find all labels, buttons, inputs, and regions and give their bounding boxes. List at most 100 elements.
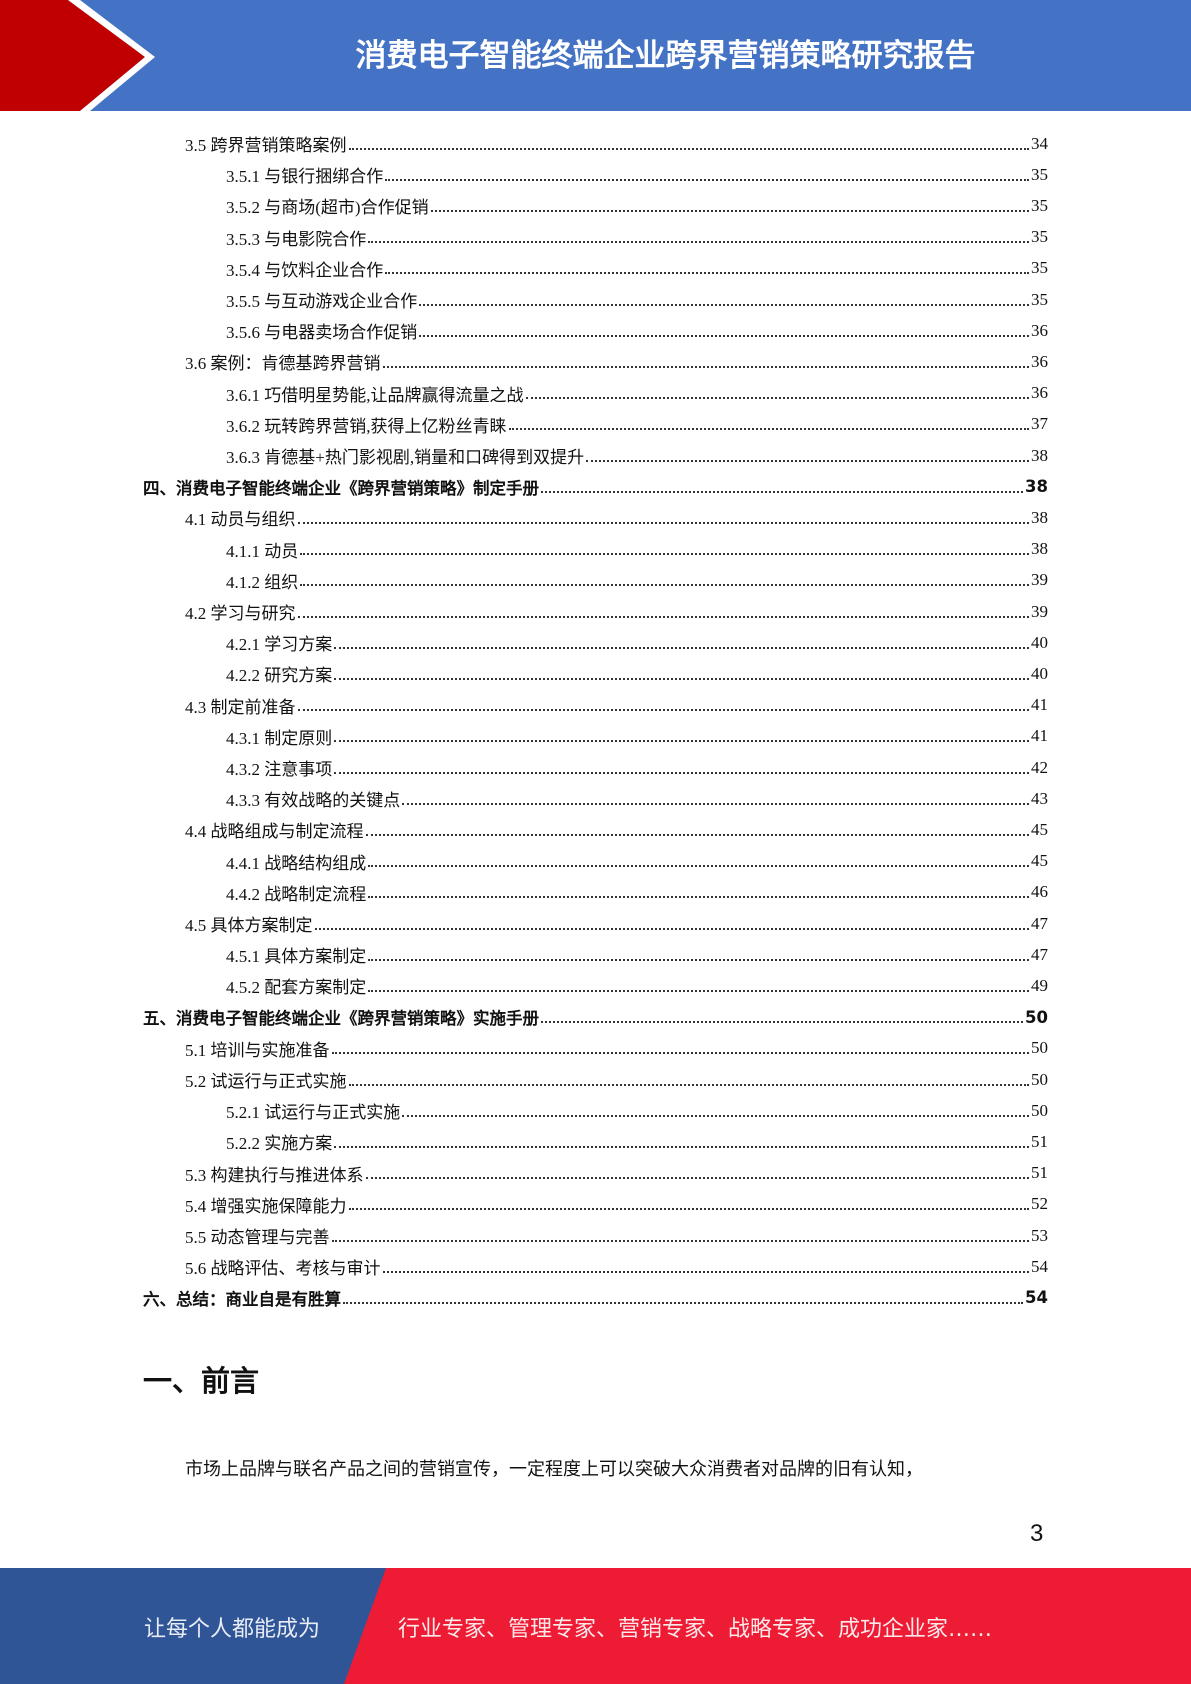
toc-entry-page: 34 [1031, 133, 1048, 153]
toc-entry-page: 49 [1031, 975, 1048, 995]
toc-entry[interactable]: 4.3 制定前准备 41 [185, 690, 1048, 721]
toc-entry[interactable]: 3.5.5 与互动游戏企业合作 35 [226, 284, 1048, 315]
toc-entry[interactable]: 4.2.1 学习方案 40 [226, 627, 1048, 658]
section-heading: 一、前言 [143, 1364, 260, 1398]
toc-entry[interactable]: 四、消费电子智能终端企业《跨界营销策略》制定手册 38 [143, 471, 1048, 502]
dot-leader [300, 584, 1029, 587]
toc-entry[interactable]: 4.2.2 研究方案 40 [226, 658, 1048, 689]
dot-leader [343, 1301, 1024, 1304]
toc-entry[interactable]: 3.5.3 与电影院合作 35 [226, 222, 1048, 253]
toc-entry-label: 5.3 构建执行与推进体系 [185, 1165, 364, 1185]
footer-background [0, 1568, 1191, 1684]
toc-entry-label: 3.6.3 肯德基+热门影视剧,销量和口碑得到双提升 [226, 448, 585, 467]
dot-leader [348, 1208, 1029, 1211]
toc-entry[interactable]: 4.3.3 有效战略的关键点 43 [226, 783, 1048, 814]
dot-leader [334, 740, 1029, 743]
toc-entry-page: 47 [1031, 944, 1048, 964]
toc-entry-label: 5.2.1 试运行与正式实施 [226, 1103, 401, 1123]
toc-entry[interactable]: 3.6.2 玩转跨界营销,获得上亿粉丝青睐 37 [226, 409, 1048, 440]
toc-entry[interactable]: 4.1.1 动员 38 [226, 534, 1048, 565]
toc-entry-label: 5.6 战略评估、考核与审计 [185, 1259, 381, 1279]
dot-leader [365, 833, 1029, 836]
toc-entry-page: 45 [1031, 851, 1048, 871]
toc-entry-label: 3.6.2 玩转跨界营销,获得上亿粉丝青睐 [226, 416, 507, 436]
toc-entry[interactable]: 4.1 动员与组织 38 [185, 502, 1048, 533]
toc-entry[interactable]: 5.2 试运行与正式实施 50 [185, 1064, 1048, 1095]
toc-entry[interactable]: 5.6 战略评估、考核与审计 54 [185, 1251, 1048, 1282]
toc-entry[interactable]: 4.5 具体方案制定 47 [185, 908, 1048, 939]
toc-entry-page: 40 [1031, 663, 1048, 683]
toc-entry-label: 3.5.3 与电影院合作 [226, 229, 367, 249]
toc-entry-page: 50 [1031, 1100, 1048, 1120]
dot-leader [314, 927, 1029, 930]
toc-entry-label: 4.3.3 有效战略的关键点 [226, 791, 401, 811]
toc-entry[interactable]: 3.6.3 肯德基+热门影视剧,销量和口碑得到双提升 38 [226, 440, 1048, 471]
toc-entry-label: 六、总结：商业自是有胜算 [143, 1289, 341, 1309]
toc-entry-page: 39 [1031, 601, 1048, 621]
toc-entry-label: 3.6 案例：肯德基跨界营销 [185, 354, 381, 374]
toc-entry[interactable]: 五、消费电子智能终端企业《跨界营销策略》实施手册 50 [143, 1002, 1048, 1033]
toc-entry[interactable]: 3.5.2 与商场(超市)合作促销 35 [226, 190, 1048, 221]
toc-entry-page: 50 [1031, 1069, 1048, 1089]
toc-entry-label: 4.1.2 组织 [226, 572, 299, 592]
dot-leader [297, 709, 1029, 712]
dot-leader [348, 1083, 1029, 1086]
toc-entry[interactable]: 5.2.1 试运行与正式实施 50 [226, 1095, 1048, 1126]
toc-entry[interactable]: 4.4.2 战略制定流程 46 [226, 877, 1048, 908]
dot-leader [525, 397, 1029, 400]
dot-leader [297, 615, 1029, 618]
toc-entry-page: 40 [1031, 632, 1048, 652]
toc-entry-label: 3.5.5 与互动游戏企业合作 [226, 292, 418, 311]
toc-entry-label: 5.1 培训与实施准备 [185, 1040, 330, 1060]
toc-entry[interactable]: 3.5.6 与电器卖场合作促销 36 [226, 315, 1048, 346]
toc-entry-label: 5.2.2 实施方案 [226, 1134, 333, 1154]
dot-leader [382, 1270, 1029, 1273]
toc-entry-label: 3.5.4 与饮料企业合作 [226, 260, 384, 280]
toc-entry-label: 4.3.2 注意事项 [226, 760, 333, 779]
toc-entry-label: 4.2.2 研究方案 [226, 666, 333, 686]
toc-entry-page: 38 [1025, 477, 1048, 497]
toc-entry[interactable]: 4.4.1 战略结构组成 45 [226, 846, 1048, 877]
toc-entry-page: 51 [1031, 1163, 1048, 1183]
toc-entry[interactable]: 4.3.1 制定原则 41 [226, 721, 1048, 752]
report-title: 消费电子智能终端企业跨界营销策略研究报告 [355, 38, 976, 74]
toc-entry[interactable]: 4.3.2 注意事项 42 [226, 752, 1048, 783]
toc-entry[interactable]: 5.3 构建执行与推进体系 51 [185, 1158, 1048, 1189]
toc-entry[interactable]: 3.6.1 巧借明星势能,让品牌赢得流量之战 36 [226, 378, 1048, 409]
toc-entry[interactable]: 4.5.1 具体方案制定 47 [226, 939, 1048, 970]
toc-entry[interactable]: 4.2 学习与研究 39 [185, 596, 1048, 627]
toc-entry-page: 35 [1031, 195, 1048, 215]
toc-entry-label: 4.2.1 学习方案 [226, 635, 333, 655]
toc-entry-label: 五、消费电子智能终端企业《跨界营销策略》实施手册 [143, 1009, 539, 1029]
toc-entry[interactable]: 六、总结：商业自是有胜算 54 [143, 1282, 1048, 1313]
toc-entry[interactable]: 4.5.2 配套方案制定 49 [226, 970, 1048, 1001]
toc-entry[interactable]: 4.4 战略组成与制定流程 45 [185, 814, 1048, 845]
toc-entry-label: 4.1 动员与组织 [185, 510, 296, 530]
toc-entry-label: 5.2 试运行与正式实施 [185, 1072, 347, 1091]
page-footer: 让每个人都能成为 行业专家、管理专家、营销专家、战略专家、成功企业家…… [0, 1568, 1191, 1684]
toc-entry[interactable]: 3.5.4 与饮料企业合作 35 [226, 253, 1048, 284]
toc-entry[interactable]: 3.6 案例：肯德基跨界营销 36 [185, 346, 1048, 377]
toc-entry-label: 4.2 学习与研究 [185, 604, 296, 623]
toc-entry-page: 42 [1031, 757, 1048, 777]
toc-entry-page: 36 [1031, 351, 1048, 371]
toc-entry[interactable]: 5.2.2 实施方案 51 [226, 1126, 1048, 1157]
footer-slogan-left: 让每个人都能成为 [144, 1617, 321, 1642]
toc-entry-label: 四、消费电子智能终端企业《跨界营销策略》制定手册 [143, 478, 539, 498]
toc-entry[interactable]: 5.5 动态管理与完善 53 [185, 1220, 1048, 1251]
toc-entry[interactable]: 3.5.1 与银行捆绑合作 35 [226, 159, 1048, 190]
toc-entry[interactable]: 3.5 跨界营销策略案例 34 [185, 128, 1048, 159]
toc-entry-page: 46 [1031, 882, 1048, 902]
dot-leader [382, 365, 1029, 368]
toc-entry-page: 50 [1031, 1038, 1048, 1058]
toc-entry[interactable]: 5.1 培训与实施准备 50 [185, 1033, 1048, 1064]
toc-entry-page: 37 [1031, 414, 1048, 434]
dot-leader [541, 1021, 1024, 1024]
toc-entry-page: 35 [1031, 289, 1048, 309]
dot-leader [368, 958, 1029, 961]
toc-entry[interactable]: 4.1.2 组织 39 [226, 565, 1048, 596]
toc-entry-page: 39 [1031, 570, 1048, 590]
body-paragraph: 市场上品牌与联名产品之间的营销宣传，一定程度上可以突破大众消费者对品牌的旧有认知… [185, 1459, 923, 1479]
dot-leader [586, 459, 1029, 462]
toc-entry[interactable]: 5.4 增强实施保障能力 52 [185, 1189, 1048, 1220]
